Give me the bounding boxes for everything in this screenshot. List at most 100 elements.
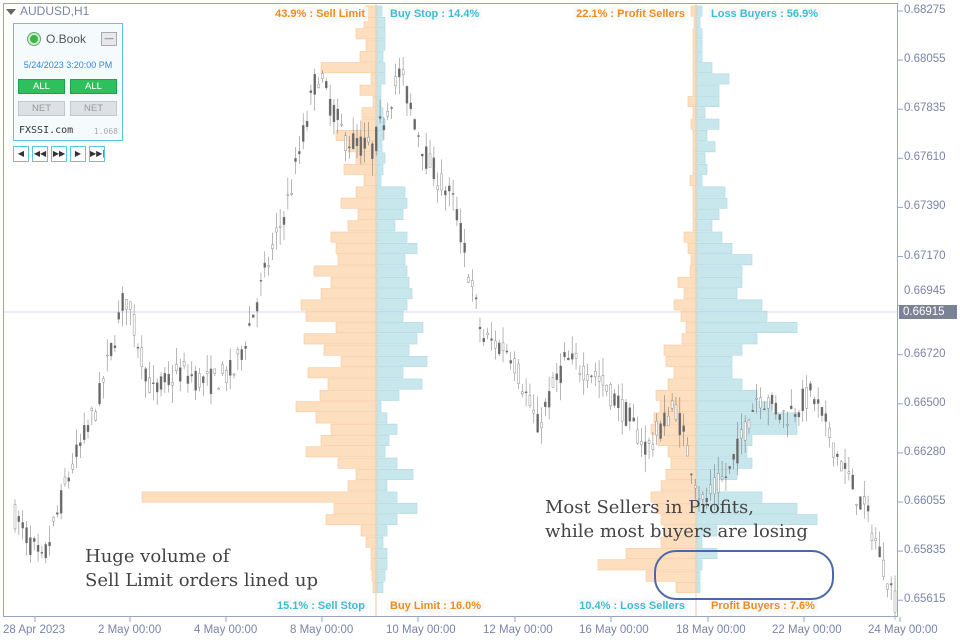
candle-body [171,382,174,386]
candle-body [202,376,205,383]
version-label: 1.068 [93,127,118,136]
candle-body [82,425,86,440]
order-book-buy-bar [376,468,414,480]
candle-body [713,477,716,495]
candle-body [29,537,32,555]
minimize-button[interactable]: — [101,32,117,46]
price-tick-label: 0.67610 [904,151,946,164]
time-tick-label: 22 May 00:00 [772,624,842,636]
position-book-buy-bar [696,446,748,458]
order-book-sell-bar [335,322,377,333]
time-tick-label: 4 May 00:00 [194,624,258,636]
order-book-sell-bar [340,197,377,209]
brand-label[interactable]: FXSSI.com [19,125,74,136]
fast-back-button[interactable]: ◀◀ [32,146,48,162]
candle-body [152,382,155,384]
order-book-sell-bar [141,491,377,503]
all-button-left[interactable]: ALL [18,79,65,94]
candle-body [294,158,297,162]
position-book-buy-bar [696,186,726,198]
candle-body [59,490,63,514]
order-book-sell-bar [327,378,377,390]
position-book-buy-bar [696,525,718,537]
sell-limit-label: 43.9% : Sell Limit [272,7,368,21]
time-tick-label: 28 Apr 2023 [3,624,66,636]
order-book-buy-bar [376,209,404,220]
candle-body [194,370,197,391]
candle-body [413,119,416,130]
candle-body [636,429,639,444]
candle-body [874,538,877,541]
order-book-sell-bar [359,84,377,96]
candle-body [501,342,505,352]
candle-body [432,157,436,180]
candle-body [528,395,532,406]
candle-body [547,391,551,408]
candle-body [544,401,547,407]
order-book-sell-bar [330,276,377,288]
candle-body [386,111,389,117]
candle-body [209,368,213,394]
order-book-buy-bar [376,130,384,141]
candle-body [36,545,40,552]
time-tick-label: 12 May 00:00 [483,624,553,636]
order-book-buy-bar [376,152,386,164]
annotation-line: Sell Limit orders lined up [85,570,319,591]
order-book-buy-bar [376,378,423,390]
candle-body [90,408,94,411]
order-book-buy-bar [376,175,382,187]
step-forward-button[interactable]: ▶ [70,146,86,162]
candle-body [889,583,893,586]
candle-body [144,368,147,382]
position-book-buy-bar [696,389,758,401]
order-book-sell-bar [361,118,377,130]
order-book-buy-bar [376,5,383,17]
position-book-buy-bar [696,367,733,379]
candle-body [809,383,812,391]
price-tick-label: 0.67170 [904,249,946,262]
candle-body [13,504,17,530]
candle-body [282,216,286,225]
position-book-buy-bar [696,96,720,108]
order-book-buy-bar [376,163,384,175]
all-button-right[interactable]: ALL [70,79,117,94]
candle-body [582,365,585,381]
candle-body [263,262,266,268]
position-book-sell-bar [663,344,697,356]
dropdown-triangle-icon[interactable] [6,8,16,15]
net-button-right[interactable]: NET [70,101,117,116]
position-book-sell-bar [667,446,697,458]
order-book-sell-bar [313,265,377,277]
time-tick-label: 24 May 00:00 [868,624,938,636]
position-book-sell-bar [690,118,697,130]
candle-body [740,429,743,439]
candle-body [686,445,689,457]
go-to-end-button[interactable]: ▶▶| [89,146,105,162]
candle-body [617,395,620,409]
candle-body [136,346,140,349]
net-button-left[interactable]: NET [18,101,65,116]
symbol-title[interactable]: AUDUSD,H1 [6,4,89,18]
candle-body [321,73,324,79]
position-book-sell-bar [670,457,697,469]
position-book-sell-bar [687,243,697,254]
candle-body [375,126,378,152]
position-book-buy-bar [696,288,738,300]
position-book-buy-bar [696,16,701,28]
order-book-sell-bar [335,243,377,254]
candle-body [313,74,316,95]
step-back-button[interactable]: ◀ [13,146,29,162]
panel-title-text: O.Book [46,32,87,46]
candle-body [774,402,778,415]
position-book-sell-bar [665,355,697,367]
candle-body [25,527,28,544]
candle-body [670,400,674,409]
candle-body [536,413,539,433]
candle-body [766,397,770,409]
position-book-sell-bar [683,288,697,300]
order-book-sell-bar [305,446,377,458]
fast-forward-button[interactable]: ▶▶ [51,146,67,162]
candle-body [167,374,170,386]
order-book-buy-bar [376,355,428,367]
